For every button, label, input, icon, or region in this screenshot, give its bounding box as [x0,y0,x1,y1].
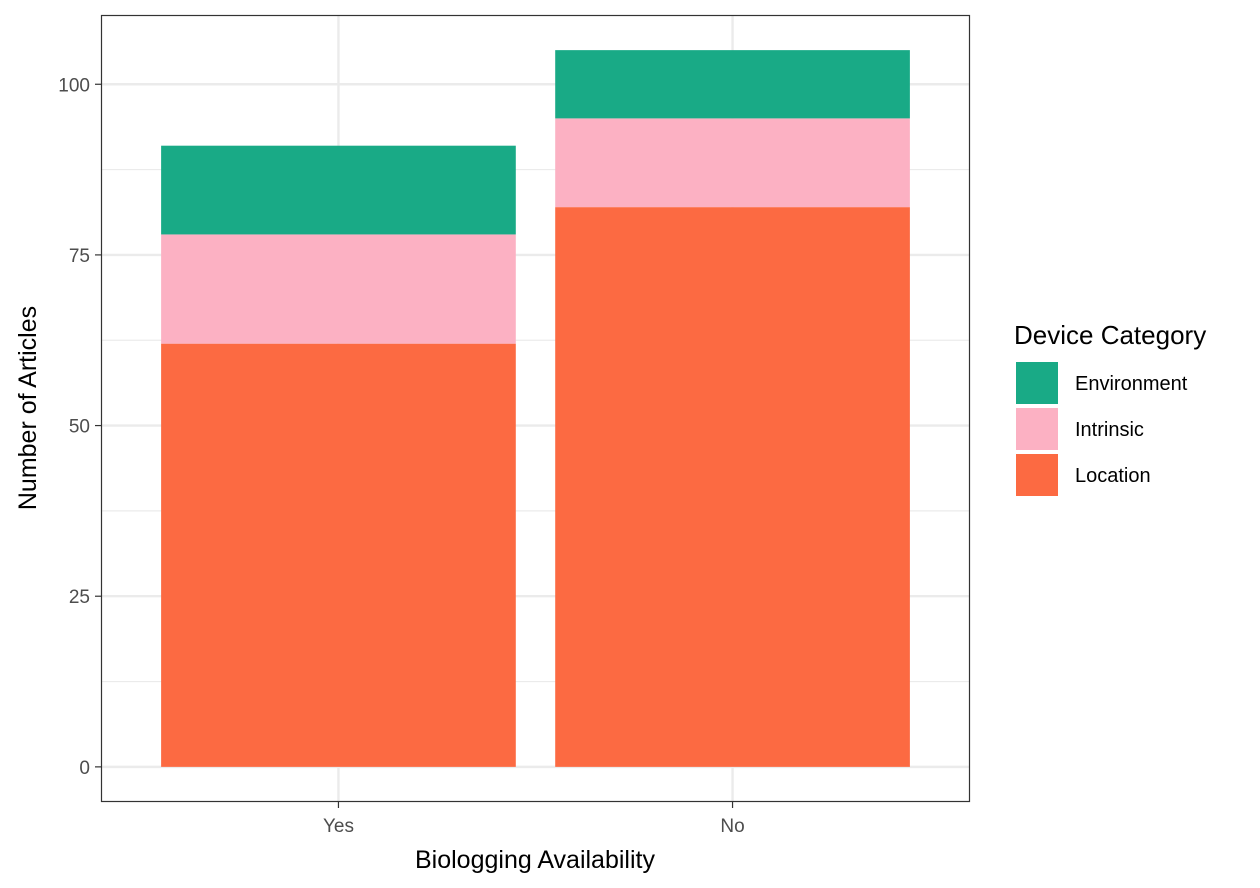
legend-label-environment: Environment [1075,373,1188,395]
legend: Device Category Environment Intrinsic Loca… [1014,320,1206,496]
bar-environment-no [555,50,910,119]
x-tick-label: Yes [323,816,354,837]
bar-intrinsic-yes [161,234,516,344]
legend-label-location: Location [1075,465,1151,487]
y-tick-label: 0 [79,758,90,779]
x-tick-label: No [720,816,744,837]
panel-border [100,14,971,803]
bar-location-yes [161,343,516,767]
y-tick-label: 100 [58,75,90,96]
legend-key-location [1016,454,1058,496]
y-tick-label: 25 [69,587,90,608]
legend-key-intrinsic [1016,408,1058,450]
bars [161,50,910,767]
y-axis-title: Number of Articles [14,306,42,510]
x-axis-title: Biologging Availability [415,846,655,874]
bar-location-no [555,207,910,767]
y-tick-label: 75 [69,246,90,267]
bar-intrinsic-no [555,118,910,208]
x-axis: Yes No [323,801,745,837]
y-axis: 0 25 50 75 100 [58,75,102,779]
bar-environment-yes [161,145,516,235]
y-tick-label: 50 [69,417,90,438]
legend-key-environment [1016,362,1058,404]
legend-label-intrinsic: Intrinsic [1075,419,1144,441]
legend-title: Device Category [1014,320,1206,350]
